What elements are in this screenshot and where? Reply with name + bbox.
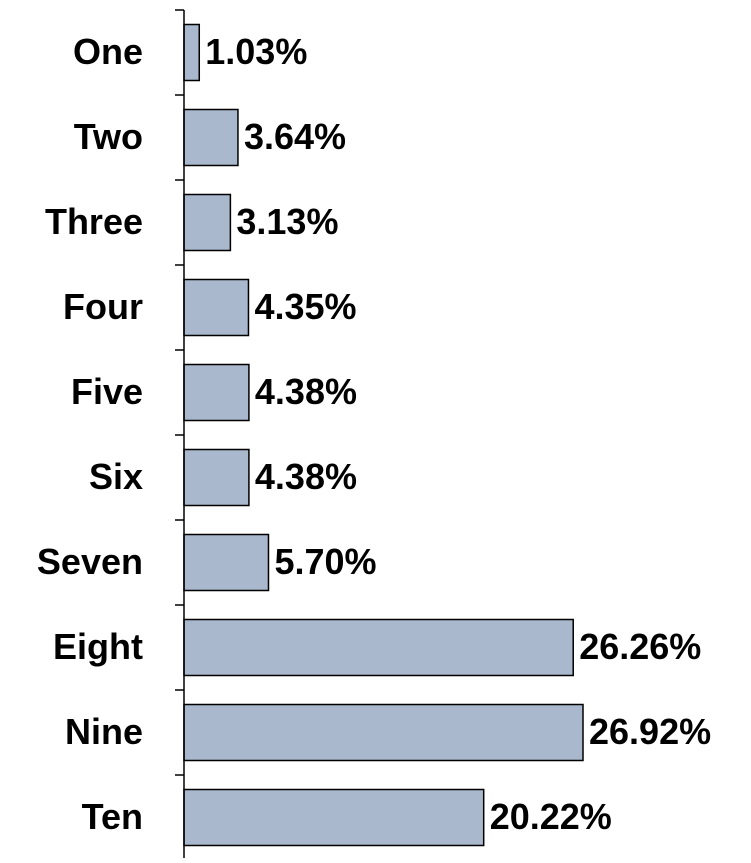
bar bbox=[183, 363, 250, 422]
bar bbox=[183, 193, 232, 252]
value-label: 4.38% bbox=[255, 371, 357, 412]
category-label: One bbox=[73, 31, 143, 72]
category-label: Five bbox=[71, 371, 143, 412]
bar bbox=[183, 533, 270, 592]
category-label: Two bbox=[74, 116, 143, 157]
category-label: Three bbox=[45, 201, 143, 242]
value-label: 5.70% bbox=[274, 541, 376, 582]
category-label: Nine bbox=[65, 711, 143, 752]
value-label: 26.92% bbox=[589, 711, 711, 752]
bar bbox=[183, 278, 250, 337]
value-label: 1.03% bbox=[205, 31, 307, 72]
bar bbox=[183, 703, 584, 762]
category-label: Six bbox=[89, 456, 143, 497]
value-label: 26.26% bbox=[579, 626, 701, 667]
value-label: 4.35% bbox=[254, 286, 356, 327]
value-label: 3.64% bbox=[244, 116, 346, 157]
bar bbox=[183, 23, 201, 82]
bar bbox=[183, 448, 250, 507]
value-label: 20.22% bbox=[490, 796, 612, 837]
value-label: 3.13% bbox=[236, 201, 338, 242]
category-label: Eight bbox=[53, 626, 143, 667]
bar bbox=[183, 788, 485, 847]
category-label: Four bbox=[63, 286, 143, 327]
bar bbox=[183, 618, 574, 677]
value-label: 4.38% bbox=[255, 456, 357, 497]
category-label: Ten bbox=[82, 796, 143, 837]
bar bbox=[183, 108, 239, 167]
category-label: Seven bbox=[37, 541, 143, 582]
